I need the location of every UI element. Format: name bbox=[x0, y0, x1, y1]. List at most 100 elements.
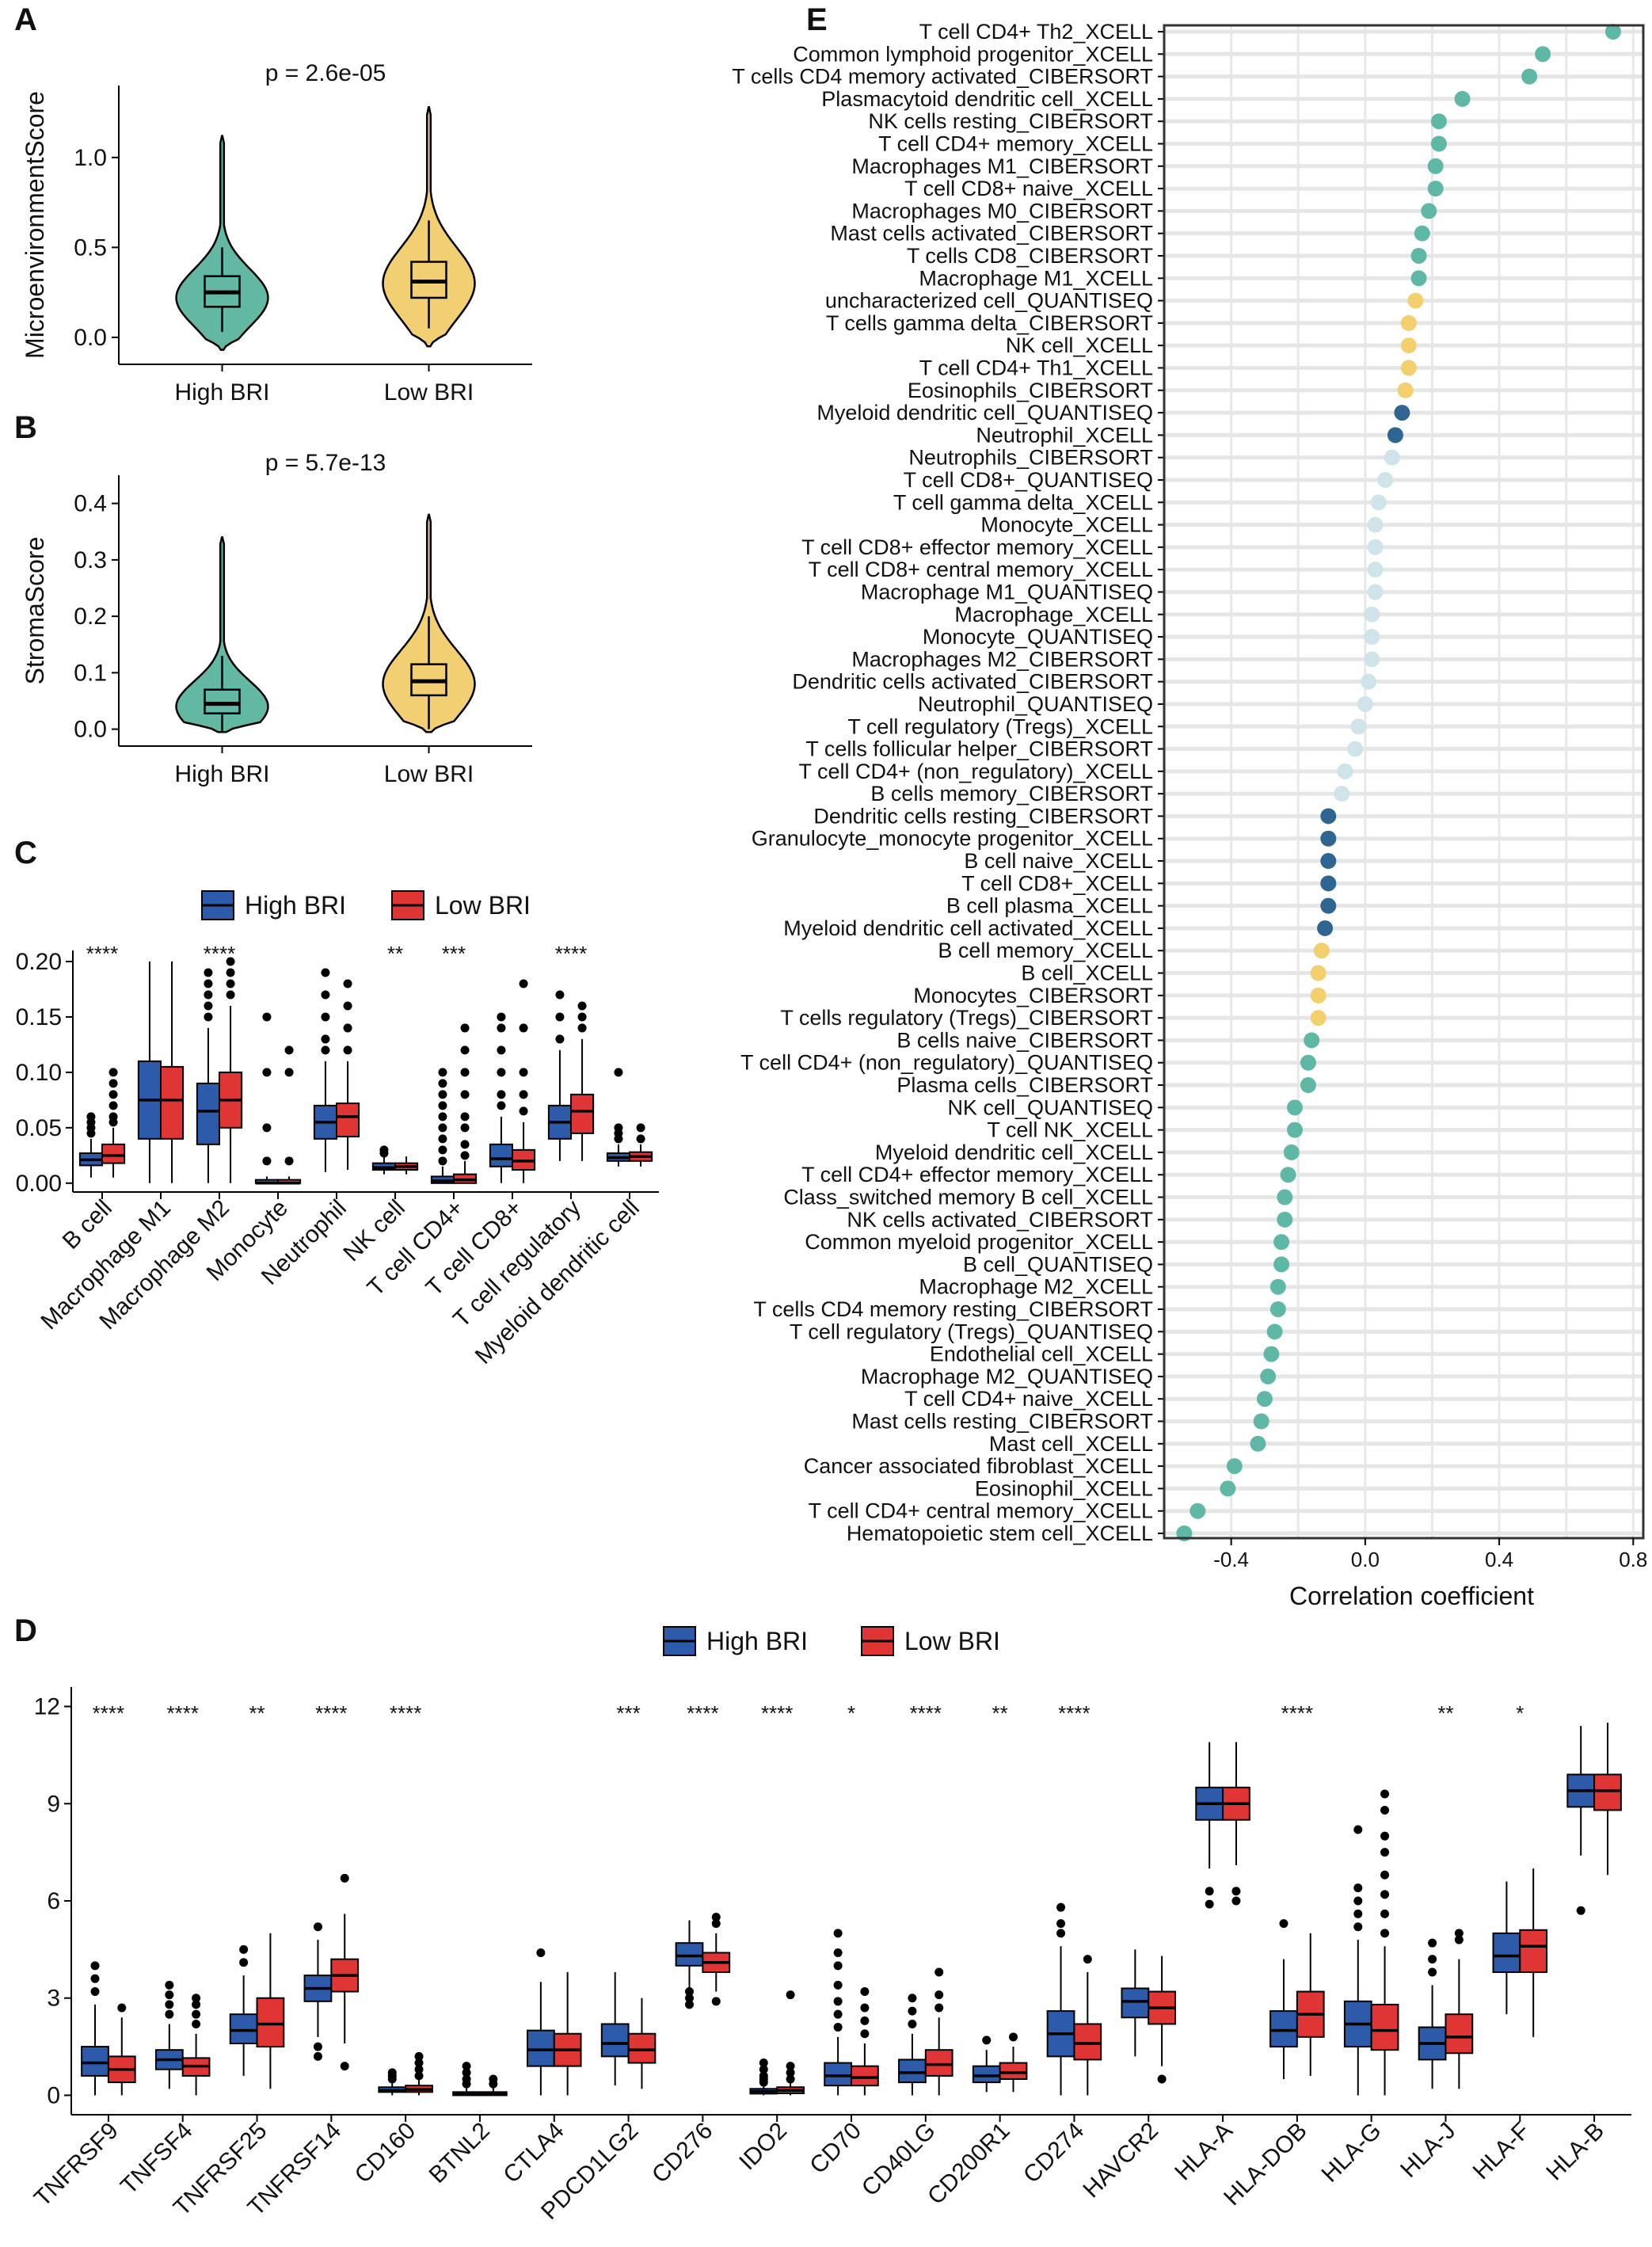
row-label: Hematopoietic stem cell_XCELL bbox=[847, 1521, 1153, 1545]
legend-label: Low BRI bbox=[904, 1627, 1000, 1655]
correlation-dot bbox=[1387, 427, 1403, 444]
box bbox=[675, 1942, 704, 1967]
correlation-dot bbox=[1260, 1368, 1277, 1384]
outlier-point bbox=[262, 1012, 272, 1022]
correlation-dot bbox=[1347, 741, 1364, 757]
box bbox=[898, 2058, 927, 2084]
row-label: T cells CD8_CIBERSORT bbox=[907, 244, 1153, 268]
violin-body bbox=[175, 536, 269, 733]
outlier-point bbox=[497, 1023, 506, 1033]
row-label: NK cells resting_CIBERSORT bbox=[868, 109, 1153, 133]
outlier-point bbox=[204, 979, 213, 988]
correlation-dot bbox=[1317, 920, 1334, 936]
outlier-point bbox=[343, 1045, 352, 1055]
x-tick-label: CTLA4 bbox=[498, 2118, 569, 2188]
significance-label: *** bbox=[442, 942, 466, 965]
x-tick-label: CD274 bbox=[1018, 2118, 1089, 2188]
outlier-point bbox=[108, 1112, 118, 1122]
correlation-dot bbox=[1320, 853, 1337, 870]
outlier-point bbox=[460, 1068, 470, 1077]
panel-label-b: B bbox=[14, 410, 37, 445]
outlier-point bbox=[860, 2003, 870, 2013]
legend-label: High BRI bbox=[706, 1627, 808, 1655]
outlier-point bbox=[1454, 1935, 1464, 1944]
row-label: Neutrophil_QUANTISEQ bbox=[918, 692, 1153, 716]
outlier-point bbox=[414, 2071, 424, 2081]
box bbox=[526, 2029, 555, 2067]
outlier-point bbox=[860, 2016, 870, 2025]
significance-label: **** bbox=[390, 1701, 421, 1725]
outlier-point bbox=[497, 1090, 506, 1099]
outlier-point bbox=[204, 1012, 213, 1022]
outlier-point bbox=[519, 1106, 528, 1116]
row-label: T cell CD4+ Th1_XCELL bbox=[919, 356, 1153, 379]
correlation-dot bbox=[1370, 494, 1387, 511]
outlier-point bbox=[262, 1123, 272, 1133]
outlier-point bbox=[833, 1961, 843, 1971]
outlier-point bbox=[934, 2003, 944, 2013]
row-label: Monocyte_XCELL bbox=[980, 513, 1153, 537]
correlation-dot bbox=[1313, 943, 1330, 959]
correlation-dot bbox=[1320, 897, 1337, 914]
correlation-dot bbox=[1273, 1256, 1290, 1273]
row-label: Monocytes_CIBERSORT bbox=[913, 984, 1153, 1007]
box bbox=[81, 2046, 109, 2077]
correlation-dot bbox=[1334, 786, 1350, 802]
correlation-dot bbox=[1604, 24, 1621, 40]
outlier-point bbox=[340, 2062, 349, 2071]
row-label: Dendritic cells activated_CIBERSORT bbox=[792, 670, 1153, 694]
correlation-dot bbox=[1535, 46, 1551, 63]
box bbox=[101, 1143, 126, 1164]
outlier-point bbox=[536, 1948, 546, 1957]
row-label: Endothelial cell_XCELL bbox=[930, 1342, 1153, 1366]
correlation-dot bbox=[1310, 1010, 1327, 1026]
y-tick-label: 9 bbox=[47, 1791, 60, 1817]
x-tick-label: 0.0 bbox=[1351, 1548, 1380, 1571]
correlation-dot bbox=[1269, 1278, 1286, 1295]
correlation-dot bbox=[1310, 987, 1327, 1004]
outlier-point bbox=[90, 1987, 100, 1997]
row-label: T cells CD4 memory resting_CIBERSORT bbox=[753, 1297, 1153, 1321]
outlier-point bbox=[226, 957, 235, 966]
box bbox=[924, 2049, 954, 2077]
y-axis-title: StromaScore bbox=[21, 537, 49, 685]
outlier-point bbox=[414, 2065, 424, 2074]
outlier-point bbox=[239, 1944, 249, 1954]
outlier-point bbox=[438, 1068, 447, 1077]
y-tick-label: 1.0 bbox=[74, 145, 107, 171]
outlier-point bbox=[460, 1140, 470, 1149]
outlier-point bbox=[555, 1034, 565, 1044]
y-tick-label: 0.5 bbox=[74, 234, 107, 261]
outlier-point bbox=[519, 979, 528, 988]
correlation-dot bbox=[1337, 763, 1353, 779]
row-label: Macrophage_XCELL bbox=[954, 603, 1153, 626]
outlier-point bbox=[1353, 1896, 1363, 1906]
x-tick-label: HAVCR2 bbox=[1078, 2118, 1163, 2203]
row-label: Eosinophils_CIBERSORT bbox=[908, 379, 1153, 402]
outlier-point bbox=[1056, 1929, 1066, 1938]
outlier-point bbox=[1380, 1848, 1390, 1857]
legend-label: Low BRI bbox=[435, 891, 531, 920]
correlation-dot bbox=[1250, 1435, 1266, 1452]
row-label: Macrophages M1_CIBERSORT bbox=[851, 154, 1153, 178]
outlier-point bbox=[1205, 1887, 1214, 1896]
outlier-point bbox=[226, 968, 235, 977]
x-tick-label: HLA-A bbox=[1170, 2118, 1238, 2186]
row-label: T cell CD8+ effector memory_XCELL bbox=[801, 535, 1153, 559]
outlier-point bbox=[90, 1974, 100, 1983]
box bbox=[600, 2023, 630, 2058]
x-tick-label: TNFRSF9 bbox=[29, 2118, 124, 2212]
outlier-point bbox=[460, 1090, 470, 1099]
outlier-point bbox=[497, 1068, 506, 1077]
correlation-dot bbox=[1430, 135, 1447, 152]
correlation-dot bbox=[1256, 1391, 1273, 1407]
row-label: T cell CD8+_QUANTISEQ bbox=[904, 468, 1153, 492]
correlation-dot bbox=[1269, 1301, 1286, 1318]
outlier-point bbox=[321, 968, 330, 977]
outlier-point bbox=[192, 2019, 201, 2028]
significance-label: **** bbox=[166, 1701, 198, 1725]
outlier-point bbox=[908, 1994, 917, 2003]
outlier-point bbox=[982, 2036, 992, 2045]
